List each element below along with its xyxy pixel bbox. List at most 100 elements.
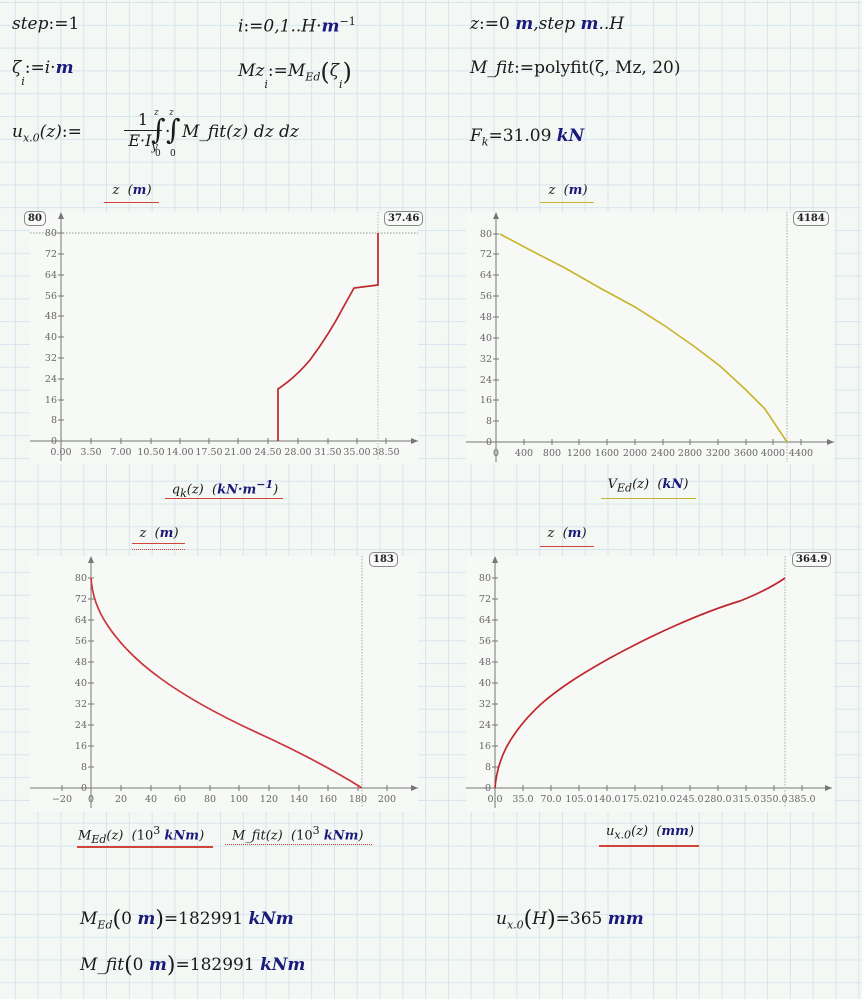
svg-text:35.00: 35.00 [343,447,370,458]
x-var: M [78,828,92,844]
integral-sign: ∫ [166,113,181,146]
subscript: i [264,78,268,92]
svg-text:32: 32 [479,699,491,710]
M-fit-at-zero-result[interactable]: M_fit(0 m)=182991 kNm [80,955,305,977]
x-var: M_fit [232,828,266,844]
M-fit-trace [90,577,363,789]
subscript: Ed [91,832,107,846]
x-axis-label[interactable]: qk(z) (kN·m−1) [171,478,279,500]
svg-text:16: 16 [45,395,57,406]
svg-text:280.0: 280.0 [704,794,731,805]
x-marker-badge[interactable]: 183 [369,552,398,567]
unit-kN: kN [556,126,585,146]
equals-op: = [555,909,570,929]
equals-op: = [488,126,503,146]
trace-legend-line [165,498,283,499]
Mfit0-value: 182991 [189,955,255,975]
VEd-trace [499,233,788,443]
svg-text:−20: −20 [52,794,72,805]
plot-area[interactable] [466,212,834,464]
zeta-rhs: i· [44,58,56,78]
x-axis-label[interactable]: ux.0(z) (mm) [605,824,694,842]
equals-op: = [163,909,179,929]
zeta-definition[interactable]: ζi:=i·m [12,58,74,88]
unit-m: m [137,909,156,929]
svg-text:80: 80 [75,573,87,584]
Mz-definition[interactable]: Mzi:=MEd(ζi) [238,58,352,90]
M-fit-lhs: M_fit [80,955,125,975]
unit-prefix: 10 [296,828,313,844]
x-marker-badge[interactable]: 37.46 [384,211,424,226]
MEd-at-zero-result[interactable]: MEd(0 m)=182991 kNm [80,909,294,931]
unit-m: m [159,526,174,541]
step-definition[interactable]: step:=1 [12,16,79,33]
svg-text:210.0: 210.0 [648,794,675,805]
trace-legend-line [599,845,699,847]
trace-legend-line [77,846,213,848]
trace-legend-line [540,546,594,547]
M-fit-definition[interactable]: M_fit:=polyfit(ζ, Mz, 20) [470,60,680,77]
svg-text:0.00: 0.00 [50,447,71,458]
F-k-result[interactable]: Fk=31.09 kN [470,126,585,148]
svg-text:48: 48 [480,312,492,323]
svg-text:180: 180 [349,794,367,805]
u-lhs: u [12,122,23,142]
subscript: x.0 [614,828,632,842]
svg-text:24: 24 [479,720,491,731]
svg-text:245.0: 245.0 [676,794,703,805]
svg-text:32: 32 [480,354,492,365]
i-range-definition[interactable]: i:=0,1..H·m−1 [238,16,356,36]
integrand: M_fit(z) dz dz [182,122,299,142]
M-fit-lhs: M_fit [470,58,515,78]
x-var: u [605,824,615,839]
unit-m: m [132,183,147,198]
plot-area[interactable] [30,212,418,464]
step-value: 1 [68,14,80,34]
x-axis-label-M-fit[interactable]: M_fit(z) (103 kNm) [232,824,364,844]
paren-close: ) [342,58,352,86]
y-axis-label[interactable]: z (m) [139,526,179,541]
x-axis-label[interactable]: VEd(z) (kN) [607,477,689,495]
x-axis-label-MEd[interactable]: MEd(z) (103 kNm) [78,824,205,846]
unit-kNm: kNm [248,909,294,929]
svg-text:72: 72 [480,249,492,260]
z-range-definition[interactable]: z:=0 m,step m..H [470,16,624,33]
svg-text:200: 200 [378,794,396,805]
y-axis-label[interactable]: z (m) [548,183,588,198]
polyfit-call: polyfit(ζ, Mz, 20) [534,58,681,78]
paren-close: ) [155,907,164,932]
svg-text:400: 400 [515,448,533,459]
x-marker-badge[interactable]: 364.9 [792,552,832,567]
arg-value: 0 [121,909,132,929]
unit-kNm: kNm [323,828,359,844]
i-range-value: 0,1..H· [263,16,322,37]
M-lhs: M [80,909,98,929]
y-axis-label[interactable]: z (m) [112,183,152,198]
svg-text:24: 24 [480,375,492,386]
unit-m: m [568,183,583,198]
trace-legend-line-dotted [132,549,185,550]
svg-text:120: 120 [260,794,278,805]
u-at-H-result[interactable]: ux.0(H)=365 mm [496,909,644,931]
svg-text:38.50: 38.50 [372,447,399,458]
svg-text:385.0: 385.0 [788,794,815,805]
svg-text:0: 0 [486,437,492,448]
integral-lower-limit: 0 [155,149,161,159]
svg-text:64: 64 [480,270,492,281]
x-marker-badge[interactable]: 4184 [793,211,829,226]
y-limit-badge[interactable]: 80 [24,211,46,226]
unit-m: m [148,955,167,975]
svg-text:2000: 2000 [623,448,647,459]
subscript: x.0 [22,131,40,145]
plot-area[interactable] [466,556,834,812]
svg-text:0: 0 [493,448,499,459]
svg-text:48: 48 [75,657,87,668]
svg-text:0: 0 [51,436,57,447]
MEd0-value: 182991 [178,909,244,929]
y-axis-label[interactable]: z (m) [547,526,587,541]
svg-text:80: 80 [45,228,57,239]
ux0-trace [494,577,786,789]
subscript: Ed [97,918,113,932]
subscript: i [338,78,343,92]
unit-m: m [321,16,340,37]
